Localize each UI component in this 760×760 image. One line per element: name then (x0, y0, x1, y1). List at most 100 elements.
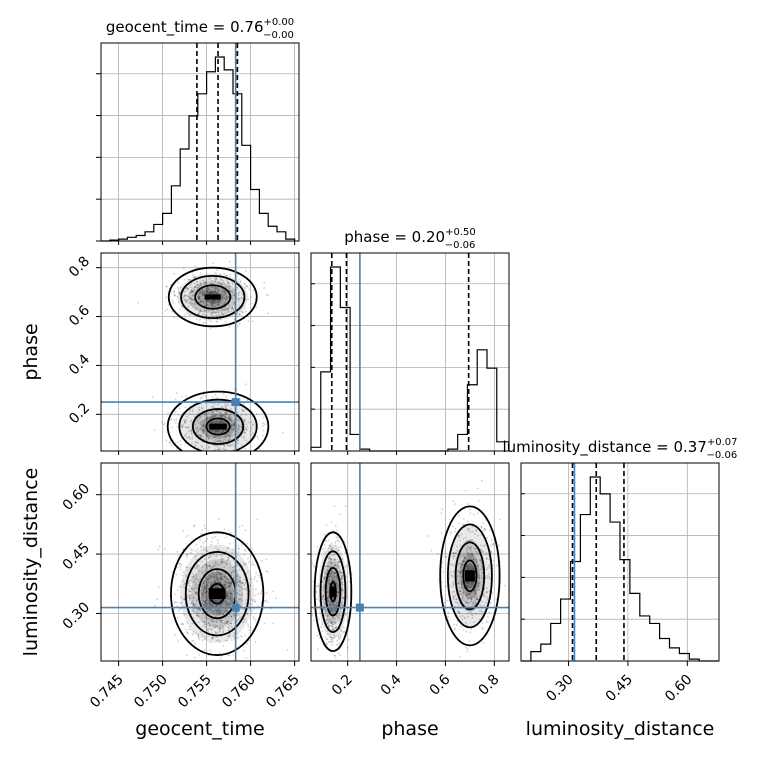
sample-point (230, 593, 233, 596)
sample-point (225, 577, 228, 580)
sample-point (169, 441, 172, 444)
sample-point (206, 628, 209, 631)
sample-point (165, 285, 168, 288)
sample-point (218, 301, 221, 304)
sample-point (231, 599, 233, 602)
sample-point (201, 293, 204, 296)
sample-point (178, 562, 180, 565)
sample-point (191, 581, 194, 584)
sample-point (182, 267, 185, 270)
sample-point (316, 584, 319, 587)
sample-point (186, 298, 189, 301)
sample-point (182, 296, 185, 299)
sample-point (444, 552, 447, 555)
geocent_time-x-tick-label: 0.765 (263, 672, 303, 712)
sample-point (469, 512, 472, 515)
sample-point (226, 609, 229, 612)
sample-point (236, 312, 239, 315)
sample-point (228, 585, 231, 588)
sample-point (229, 600, 232, 603)
sample-point (196, 567, 199, 570)
sample-point (226, 592, 229, 594)
sample-point (227, 585, 229, 588)
sample-point (192, 549, 195, 552)
sample-point (218, 640, 221, 643)
sample-point (201, 612, 204, 615)
sample-point (242, 649, 245, 652)
sample-point (223, 308, 226, 311)
sample-point (212, 576, 215, 579)
sample-point (237, 577, 240, 580)
sample-point (230, 582, 233, 585)
sample-point (286, 648, 289, 651)
sample-point (495, 598, 498, 601)
sample-point (217, 309, 220, 312)
sample-point (225, 581, 228, 584)
sample-point (197, 621, 200, 624)
sample-point (227, 593, 230, 596)
sample-point (272, 590, 274, 593)
sample-point (215, 569, 218, 572)
sample-point (194, 566, 197, 569)
sample-point (165, 439, 168, 442)
sample-point (206, 578, 209, 581)
sample-point (221, 296, 224, 298)
sample-point (194, 275, 197, 278)
sample-point (231, 589, 234, 592)
sample-point (193, 282, 196, 285)
sample-point (180, 596, 183, 598)
sample-point (203, 621, 206, 624)
sample-point (230, 615, 233, 618)
sample-point (225, 298, 227, 301)
sample-point (222, 414, 225, 417)
sample-point (225, 412, 228, 415)
sample-point (232, 290, 234, 293)
sample-point (198, 310, 200, 312)
sample-point (158, 586, 160, 589)
sample-point (449, 532, 452, 535)
sample-point (262, 425, 265, 427)
sample-point (324, 636, 327, 638)
sample-point (210, 290, 212, 293)
sample-point (214, 535, 217, 538)
sample-point (191, 600, 194, 603)
sample-point (225, 536, 228, 539)
sample-point (215, 600, 218, 602)
sample-point (202, 290, 204, 292)
sample-point (222, 603, 225, 606)
sample-point (188, 435, 191, 438)
sample-point (216, 575, 219, 578)
sample-point (209, 604, 211, 607)
sample-point (218, 300, 221, 303)
sample-point (188, 597, 191, 600)
sample-point (210, 571, 213, 574)
sample-point (229, 597, 232, 600)
sample-point (196, 308, 199, 311)
sample-point (214, 608, 217, 611)
sample-point (225, 286, 228, 288)
sample-point (201, 419, 204, 422)
sample-point (208, 578, 210, 580)
sample-point (193, 555, 196, 558)
sample-point (169, 418, 172, 421)
sample-point (466, 520, 469, 523)
sample-point (267, 312, 270, 315)
sample-point (202, 586, 205, 589)
sample-point (225, 602, 228, 605)
sample-point (181, 426, 184, 429)
sample-point (258, 447, 261, 450)
sample-point (184, 628, 187, 631)
sample-point (460, 625, 463, 628)
sample-point (244, 432, 246, 434)
sample-point (206, 300, 209, 303)
sample-point (210, 567, 213, 570)
sample-point (201, 294, 204, 297)
sample-point (200, 310, 203, 313)
sample-point (253, 608, 255, 611)
sample-point (170, 444, 173, 447)
sample-point (199, 281, 202, 283)
sample-point (236, 593, 239, 595)
sample-point (189, 292, 191, 295)
sample-point (191, 299, 194, 301)
sample-point (255, 413, 258, 415)
